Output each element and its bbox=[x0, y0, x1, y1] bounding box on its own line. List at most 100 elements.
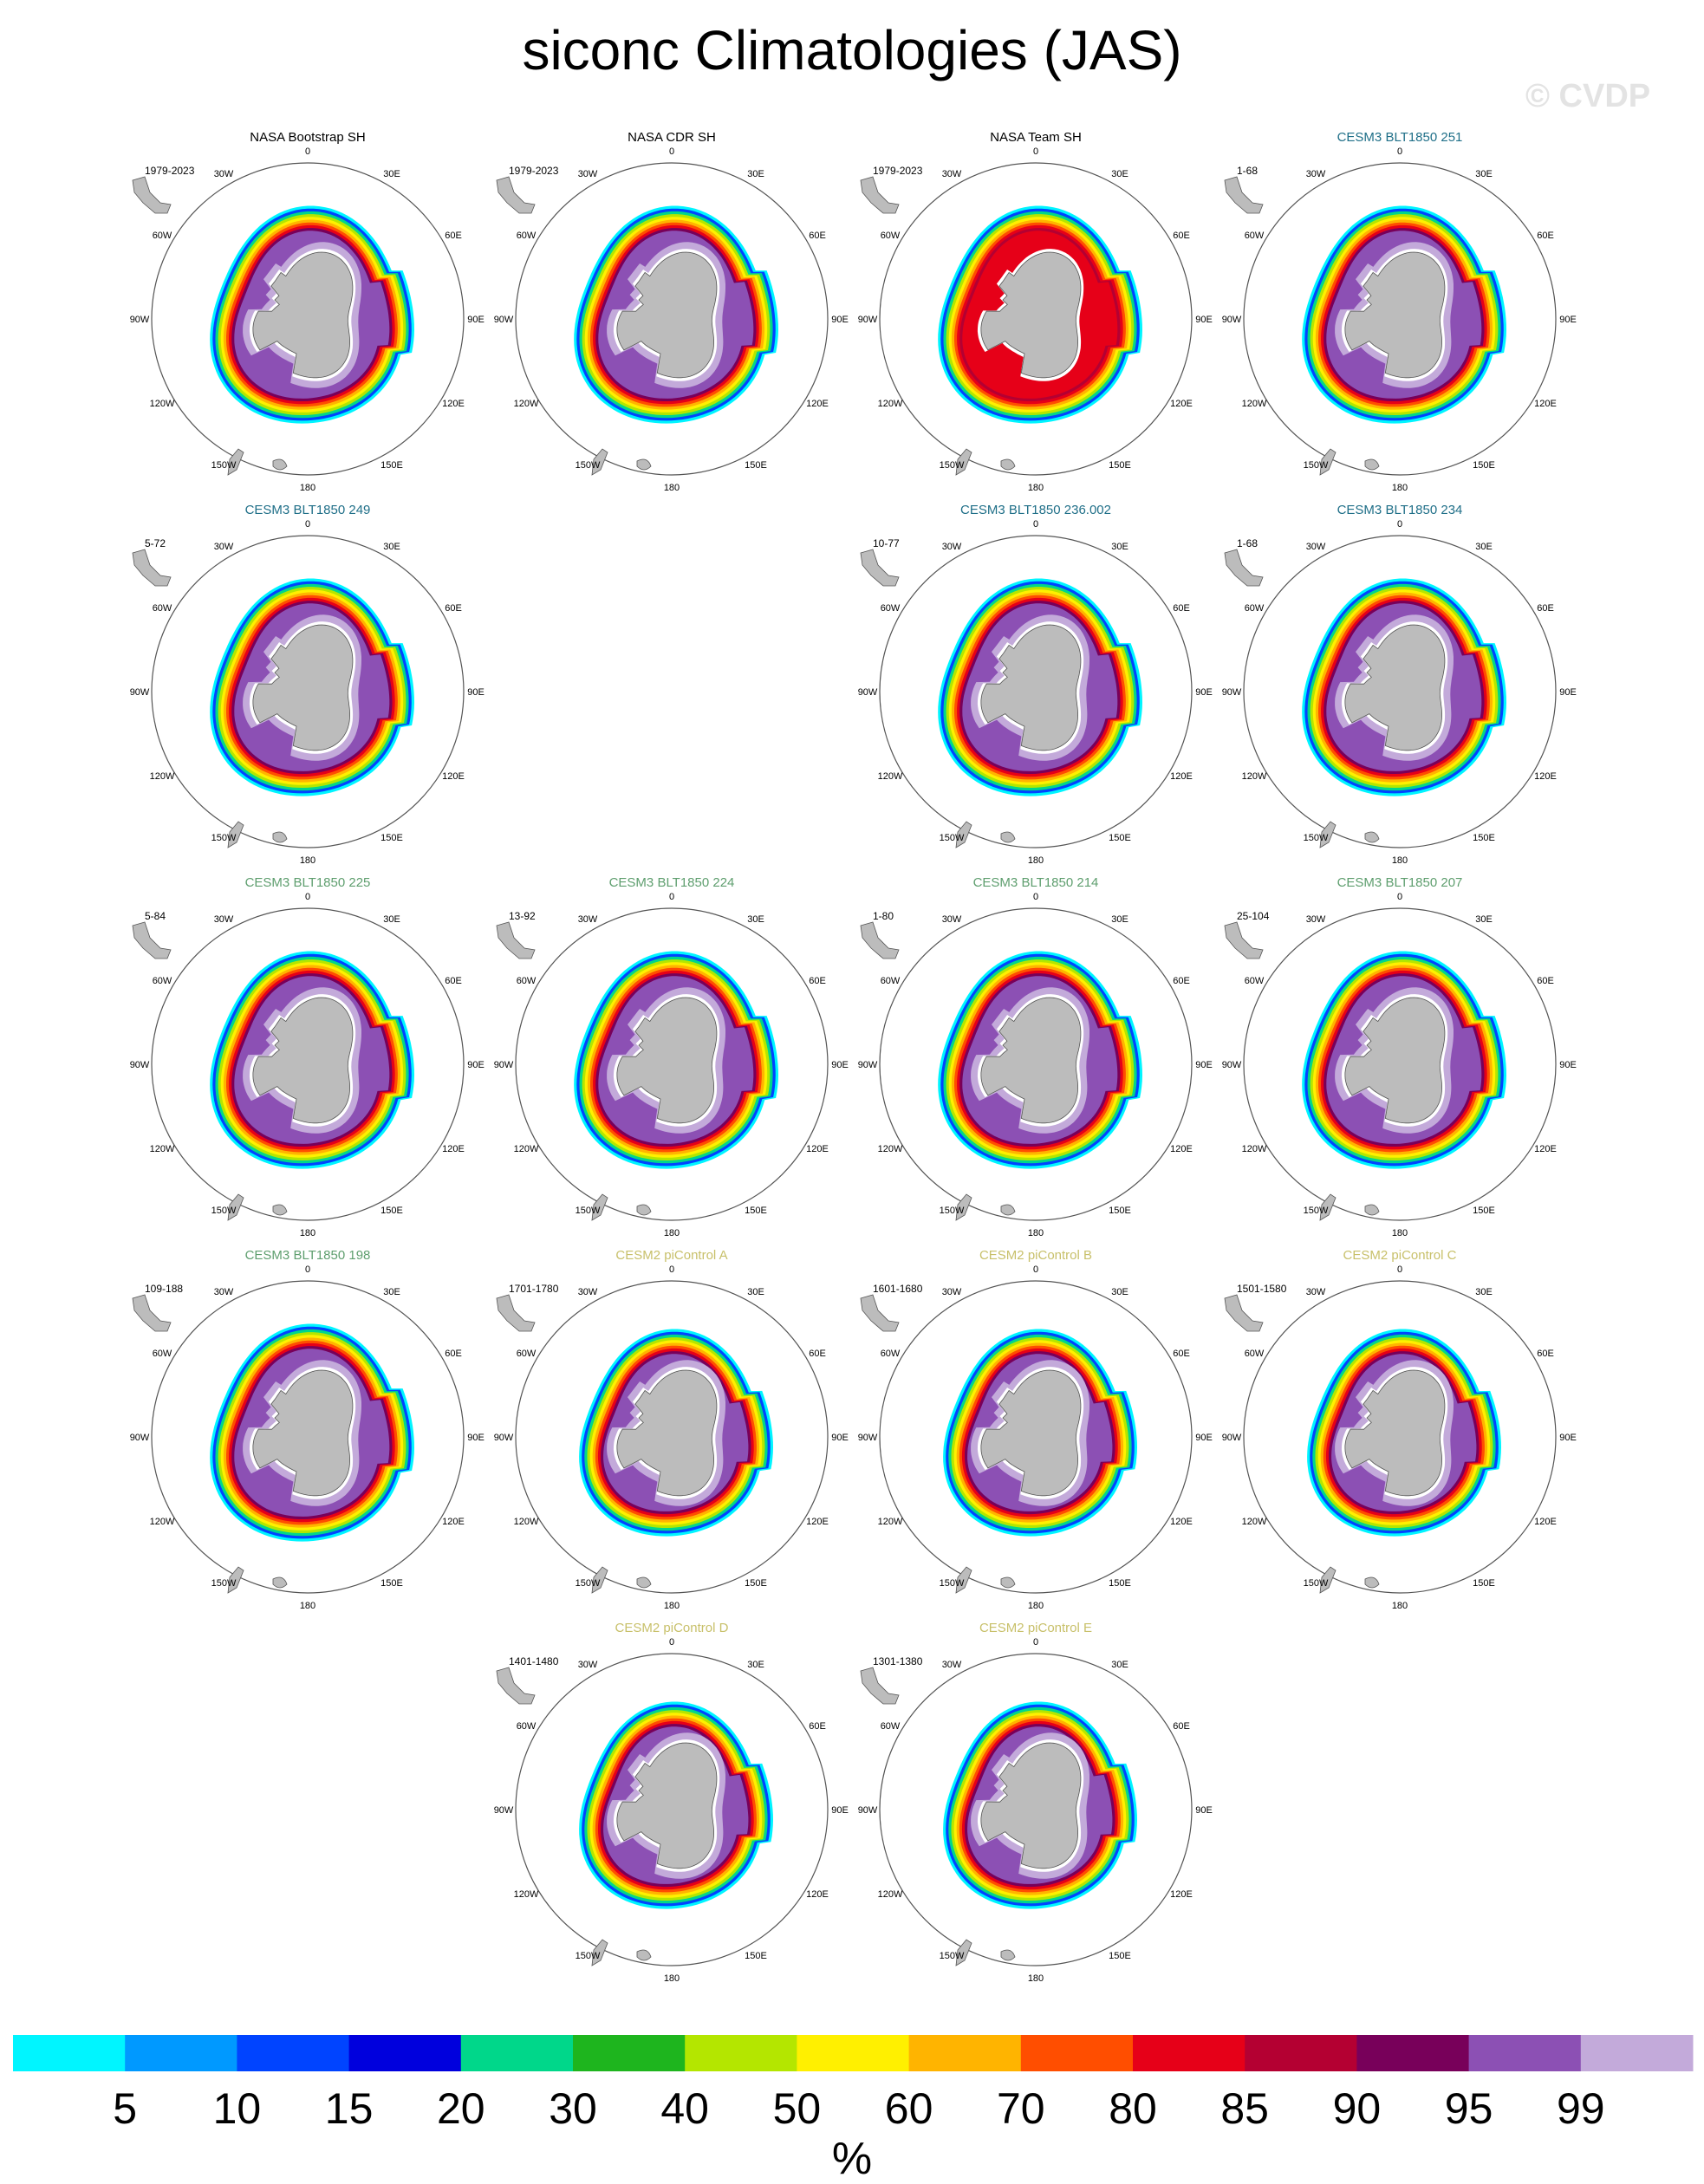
longitude-label: 180 bbox=[1028, 1228, 1044, 1238]
colorbar-swatch bbox=[1580, 2035, 1694, 2071]
longitude-label: 60W bbox=[881, 603, 901, 614]
longitude-label: 60E bbox=[1537, 976, 1554, 986]
map-panel: 0 30E 60E 90E 120E 150E 180 150W 120W 90W 60W 30W CE… bbox=[126, 875, 490, 1248]
longitude-label: 180 bbox=[1392, 1228, 1408, 1238]
longitude-label: 90E bbox=[1559, 1433, 1577, 1443]
longitude-label: 150E bbox=[745, 1206, 767, 1216]
longitude-label: 90E bbox=[467, 315, 485, 325]
panel-years: 1-68 bbox=[1237, 165, 1258, 177]
longitude-label: 150W bbox=[940, 833, 965, 843]
longitude-label: 120E bbox=[442, 771, 465, 782]
longitude-label: 30E bbox=[747, 1287, 764, 1297]
longitude-label: 120W bbox=[1242, 771, 1267, 782]
colorbar-swatch bbox=[348, 2035, 462, 2071]
longitude-label: 120E bbox=[806, 1144, 829, 1154]
polar-map: 0 30E 60E 90E 120E 150E 180 150W 120W 90W 60W 30W bbox=[130, 519, 485, 866]
longitude-label: 30W bbox=[214, 169, 234, 179]
longitude-label: 90E bbox=[1195, 687, 1213, 698]
map-panel: 0 30E 60E 90E 120E 150E 180 150W 120W 90W 60W 30W CE… bbox=[490, 1248, 854, 1621]
polar-map: 0 30E 60E 90E 120E 150E 180 150W 120W 90W 60W 30W bbox=[130, 1264, 485, 1611]
longitude-label: 120E bbox=[442, 1517, 465, 1527]
antarctica-landmass bbox=[1344, 997, 1446, 1124]
longitude-label: 150W bbox=[576, 1578, 601, 1589]
longitude-label: 120W bbox=[514, 1889, 539, 1900]
longitude-label: 120E bbox=[1170, 771, 1193, 782]
map-panel: 0 30E 60E 90E 120E 150E 180 150W 120W 90W 60W 30W NA… bbox=[126, 130, 490, 503]
colorbar-swatch bbox=[460, 2035, 574, 2071]
panel-years: 1979-2023 bbox=[509, 165, 559, 177]
panel-years: 1401-1480 bbox=[509, 1655, 559, 1667]
polar-map: 0 30E 60E 90E 120E 150E 180 150W 120W 90W 60W 30W bbox=[494, 146, 849, 493]
colorbar-tick-label: 10 bbox=[213, 2084, 262, 2133]
polar-map: 0 30E 60E 90E 120E 150E 180 150W 120W 90W 60W 30W bbox=[1222, 892, 1577, 1238]
longitude-label: 150E bbox=[380, 1206, 403, 1216]
longitude-label: 0 bbox=[1397, 146, 1402, 157]
antarctica-landmass bbox=[252, 997, 354, 1124]
colorbar-swatch bbox=[1356, 2035, 1470, 2071]
longitude-label: 30W bbox=[578, 1660, 598, 1670]
longitude-label: 90E bbox=[1195, 1433, 1213, 1443]
longitude-label: 60E bbox=[1537, 231, 1554, 241]
longitude-label: 150E bbox=[1473, 833, 1495, 843]
figure-title: siconc Climatologies (JAS) bbox=[522, 19, 1182, 81]
longitude-label: 0 bbox=[669, 892, 674, 902]
colorbar-swatch bbox=[237, 2035, 350, 2071]
longitude-label: 90W bbox=[130, 1060, 150, 1070]
longitude-label: 0 bbox=[1033, 892, 1038, 902]
longitude-label: 150E bbox=[380, 460, 403, 471]
polar-map: 0 30E 60E 90E 120E 150E 180 150W 120W 90W 60W 30W bbox=[494, 892, 849, 1238]
longitude-label: 60W bbox=[153, 976, 172, 986]
longitude-label: 90E bbox=[1195, 1805, 1213, 1816]
colorbar-tick-label: 60 bbox=[885, 2084, 933, 2133]
panel-years: 25-104 bbox=[1237, 910, 1270, 922]
polar-map: 0 30E 60E 90E 120E 150E 180 150W 120W 90W 60W 30W bbox=[494, 1637, 849, 1984]
polar-map: 0 30E 60E 90E 120E 150E 180 150W 120W 90W 60W 30W bbox=[858, 519, 1213, 866]
panel-years: 1301-1380 bbox=[873, 1655, 923, 1667]
longitude-label: 150E bbox=[1473, 1206, 1495, 1216]
longitude-label: 180 bbox=[1392, 855, 1408, 866]
longitude-label: 120E bbox=[806, 1889, 829, 1900]
longitude-label: 30W bbox=[942, 914, 962, 925]
watermark: © CVDP bbox=[1525, 78, 1651, 114]
longitude-label: 120W bbox=[150, 771, 175, 782]
longitude-label: 90W bbox=[130, 315, 150, 325]
colorbar-unit-label: % bbox=[832, 2134, 872, 2184]
colorbar-tick-label: 90 bbox=[1333, 2084, 1382, 2133]
longitude-label: 180 bbox=[664, 1601, 680, 1611]
panel-title: NASA Team SH bbox=[990, 130, 1082, 145]
longitude-label: 120W bbox=[150, 1517, 175, 1527]
longitude-label: 90W bbox=[1222, 687, 1242, 698]
longitude-label: 180 bbox=[1392, 1601, 1408, 1611]
longitude-label: 90W bbox=[130, 1433, 150, 1443]
longitude-label: 150W bbox=[940, 1206, 965, 1216]
longitude-label: 90W bbox=[494, 1805, 514, 1816]
antarctica-landmass bbox=[980, 1742, 1082, 1869]
longitude-label: 30E bbox=[1111, 1287, 1128, 1297]
longitude-label: 180 bbox=[300, 483, 315, 493]
longitude-label: 0 bbox=[305, 519, 310, 530]
antarctica-landmass bbox=[980, 1369, 1082, 1497]
longitude-label: 30W bbox=[214, 914, 234, 925]
longitude-label: 150E bbox=[1109, 1951, 1131, 1961]
longitude-label: 120W bbox=[1242, 1144, 1267, 1154]
map-panel: 0 30E 60E 90E 120E 150E 180 150W 120W 90W 60W 30W CE… bbox=[490, 1621, 854, 1993]
longitude-label: 60E bbox=[445, 603, 462, 614]
antarctica-landmass bbox=[1344, 251, 1446, 379]
longitude-label: 150W bbox=[576, 1951, 601, 1961]
panel-years: 1979-2023 bbox=[145, 165, 195, 177]
longitude-label: 120E bbox=[1170, 399, 1193, 409]
longitude-label: 150E bbox=[745, 1578, 767, 1589]
panel-years: 13-92 bbox=[509, 910, 536, 922]
antarctica-landmass bbox=[980, 624, 1082, 751]
antarctica-landmass bbox=[616, 1369, 718, 1497]
polar-map: 0 30E 60E 90E 120E 150E 180 150W 120W 90W 60W 30W bbox=[858, 892, 1213, 1238]
colorbar-swatch bbox=[573, 2035, 686, 2071]
longitude-label: 150E bbox=[380, 1578, 403, 1589]
panel-title: CESM2 piControl C bbox=[1343, 1248, 1457, 1263]
antarctica-landmass bbox=[616, 251, 718, 379]
longitude-label: 90W bbox=[858, 687, 878, 698]
panel-title: CESM2 piControl A bbox=[615, 1248, 728, 1263]
longitude-label: 30W bbox=[1306, 1287, 1326, 1297]
antarctica-landmass bbox=[616, 997, 718, 1124]
longitude-label: 120E bbox=[1170, 1889, 1193, 1900]
